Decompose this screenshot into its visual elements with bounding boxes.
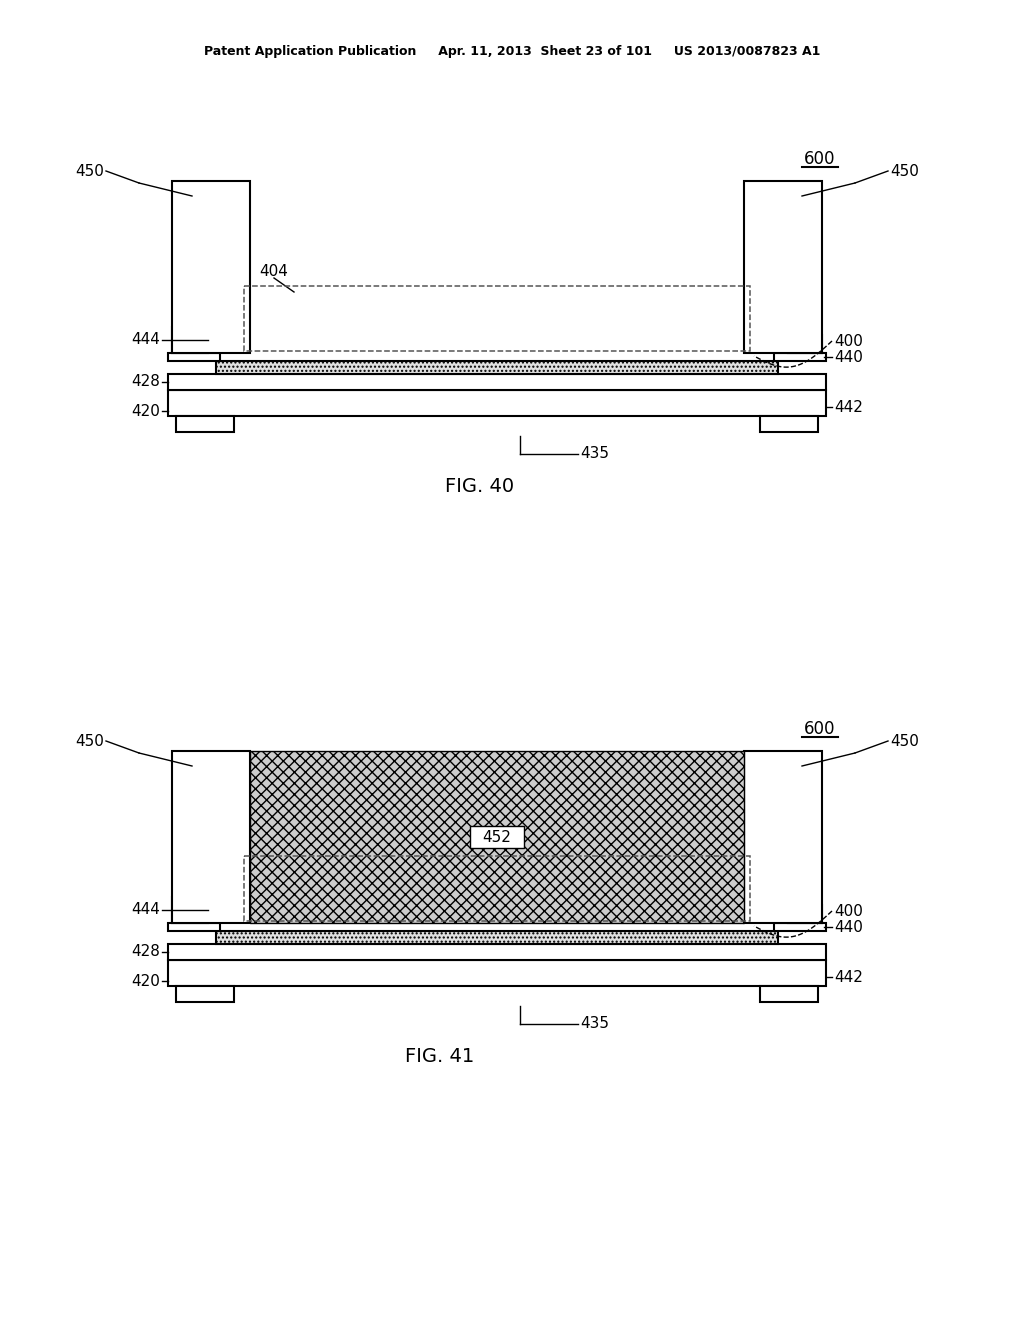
Bar — [172, 327, 208, 352]
Bar — [250, 751, 744, 923]
Text: 444: 444 — [131, 903, 160, 917]
Bar — [244, 855, 750, 921]
Text: 400: 400 — [834, 334, 863, 348]
Text: FIG. 40: FIG. 40 — [445, 478, 515, 496]
Text: 450: 450 — [75, 164, 104, 178]
Bar — [176, 416, 234, 432]
Bar — [168, 944, 826, 960]
Text: 450: 450 — [890, 734, 919, 748]
Text: 450: 450 — [890, 164, 919, 178]
Text: 420: 420 — [131, 974, 160, 989]
Bar — [760, 416, 818, 432]
Bar — [216, 931, 778, 944]
Bar — [172, 181, 250, 352]
Bar — [168, 374, 826, 389]
Bar — [788, 906, 822, 923]
Text: FIG. 41: FIG. 41 — [406, 1048, 475, 1067]
Bar — [168, 923, 220, 931]
Bar — [470, 826, 524, 847]
Text: 440: 440 — [834, 920, 863, 935]
Text: 435: 435 — [580, 446, 609, 462]
Bar — [788, 335, 822, 352]
Bar — [744, 751, 822, 923]
Bar — [168, 352, 220, 360]
Text: Patent Application Publication     Apr. 11, 2013  Sheet 23 of 101     US 2013/00: Patent Application Publication Apr. 11, … — [204, 45, 820, 58]
Text: 404: 404 — [259, 264, 288, 280]
Bar — [176, 986, 234, 1002]
Text: 428: 428 — [131, 945, 160, 960]
Text: 600: 600 — [804, 150, 836, 168]
Text: 452: 452 — [482, 829, 511, 845]
Text: 444: 444 — [131, 333, 160, 347]
Bar — [172, 751, 250, 923]
Text: 440: 440 — [834, 350, 863, 364]
Bar — [216, 360, 778, 374]
Text: 435: 435 — [580, 1016, 609, 1031]
Bar — [244, 286, 750, 351]
Text: 442: 442 — [834, 969, 863, 985]
Bar — [168, 389, 826, 416]
Text: 600: 600 — [804, 719, 836, 738]
Text: 428: 428 — [131, 375, 160, 389]
Text: 420: 420 — [131, 404, 160, 418]
Bar — [168, 960, 826, 986]
Bar — [774, 352, 826, 360]
Text: 450: 450 — [75, 734, 104, 748]
Bar — [774, 923, 826, 931]
Text: 400: 400 — [834, 903, 863, 919]
Bar — [744, 181, 822, 352]
Bar — [172, 898, 208, 923]
Bar — [760, 986, 818, 1002]
Text: 442: 442 — [834, 400, 863, 414]
